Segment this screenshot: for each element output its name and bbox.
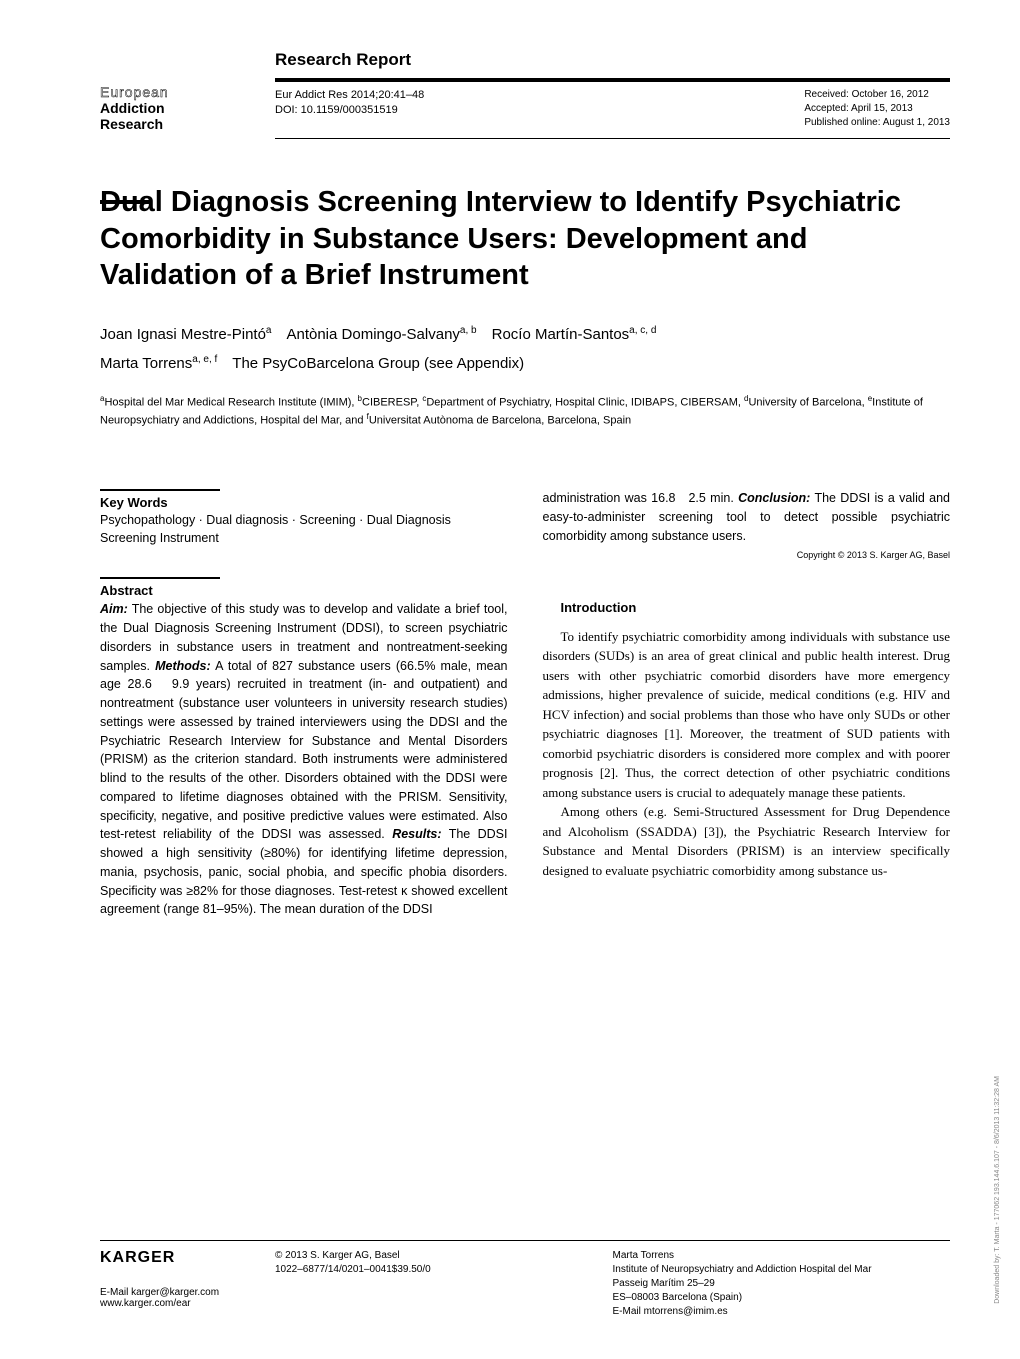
meta-block: Eur Addict Res 2014;20:41–48 DOI: 10.115… bbox=[275, 78, 950, 130]
download-stamp: Downloaded by: T. Marta - 177062 193.144… bbox=[993, 1076, 1002, 1304]
published-date: Published online: August 1, 2013 bbox=[804, 116, 950, 130]
accepted-date: Accepted: April 15, 2013 bbox=[804, 102, 950, 116]
footer-right: Marta Torrens Institute of Neuropsychiat… bbox=[613, 1249, 951, 1319]
brand-line1: European bbox=[100, 84, 250, 100]
affiliations: aHospital del Mar Medical Research Insti… bbox=[100, 393, 950, 429]
doi: DOI: 10.1159/000351519 bbox=[275, 103, 424, 118]
header-row: European Addiction Research Eur Addict R… bbox=[100, 78, 950, 132]
sidebar-rule bbox=[100, 200, 150, 204]
correspondent-name: Marta Torrens bbox=[613, 1249, 951, 1263]
keywords-rule bbox=[100, 489, 220, 491]
publisher-logo: KARGER bbox=[100, 1249, 275, 1267]
dates-block: Received: October 16, 2012 Accepted: Apr… bbox=[804, 88, 950, 130]
brand-line3: Research bbox=[100, 116, 250, 132]
brand-line2: Addiction bbox=[100, 100, 250, 116]
right-column: administration was 16.8 2.5 min. Conclus… bbox=[543, 489, 951, 919]
keywords-body: Psychopathology · Dual diagnosis · Scree… bbox=[100, 512, 508, 547]
footer-left: KARGER E-Mail karger@karger.com www.karg… bbox=[100, 1249, 275, 1319]
introduction-body: To identify psychiatric comorbidity amon… bbox=[543, 627, 951, 881]
citation-block: Eur Addict Res 2014;20:41–48 DOI: 10.115… bbox=[275, 88, 424, 119]
abstract-continued: administration was 16.8 2.5 min. Conclus… bbox=[543, 489, 951, 545]
report-type: Research Report bbox=[275, 50, 950, 70]
left-column: Key Words Psychopathology · Dual diagnos… bbox=[100, 489, 508, 919]
abstract-copyright: Copyright © 2013 S. Karger AG, Basel bbox=[543, 550, 951, 560]
publisher-url: www.karger.com/ear bbox=[100, 1298, 275, 1309]
authors-list: Joan Ignasi Mestre-PintóaAntònia Domingo… bbox=[100, 321, 950, 378]
keywords-head: Key Words bbox=[100, 495, 508, 510]
footer-copyright: © 2013 S. Karger AG, Basel bbox=[275, 1249, 613, 1263]
abstract-head: Abstract bbox=[100, 583, 508, 598]
intro-p1: To identify psychiatric comorbidity amon… bbox=[543, 627, 951, 803]
correspondent-affil: Institute of Neuropsychiatry and Addicti… bbox=[613, 1263, 951, 1277]
received-date: Received: October 16, 2012 bbox=[804, 88, 950, 102]
publisher-email: E-Mail karger@karger.com bbox=[100, 1287, 275, 1298]
header-bottom-rule bbox=[275, 138, 950, 139]
two-column-body: Key Words Psychopathology · Dual diagnos… bbox=[100, 489, 950, 919]
correspondent-addr1: Passeig Marítim 25–29 bbox=[613, 1277, 951, 1291]
introduction-head: Introduction bbox=[561, 600, 951, 615]
abstract-rule bbox=[100, 577, 220, 579]
correspondent-addr2: ES–08003 Barcelona (Spain) bbox=[613, 1291, 951, 1305]
correspondent-email: E-Mail mtorrens@imim.es bbox=[613, 1305, 951, 1319]
article-title: Dual Diagnosis Screening Interview to Id… bbox=[100, 184, 950, 293]
footer-issn: 1022–6877/14/0201–0041$39.50/0 bbox=[275, 1263, 613, 1277]
intro-p2: Among others (e.g. Semi-Structured Asses… bbox=[543, 802, 951, 880]
footer-middle: © 2013 S. Karger AG, Basel 1022–6877/14/… bbox=[275, 1249, 613, 1319]
abstract-body: Aim: The objective of this study was to … bbox=[100, 600, 508, 919]
citation: Eur Addict Res 2014;20:41–48 bbox=[275, 88, 424, 103]
journal-brand: European Addiction Research bbox=[100, 78, 250, 132]
page-footer: KARGER E-Mail karger@karger.com www.karg… bbox=[100, 1240, 950, 1319]
